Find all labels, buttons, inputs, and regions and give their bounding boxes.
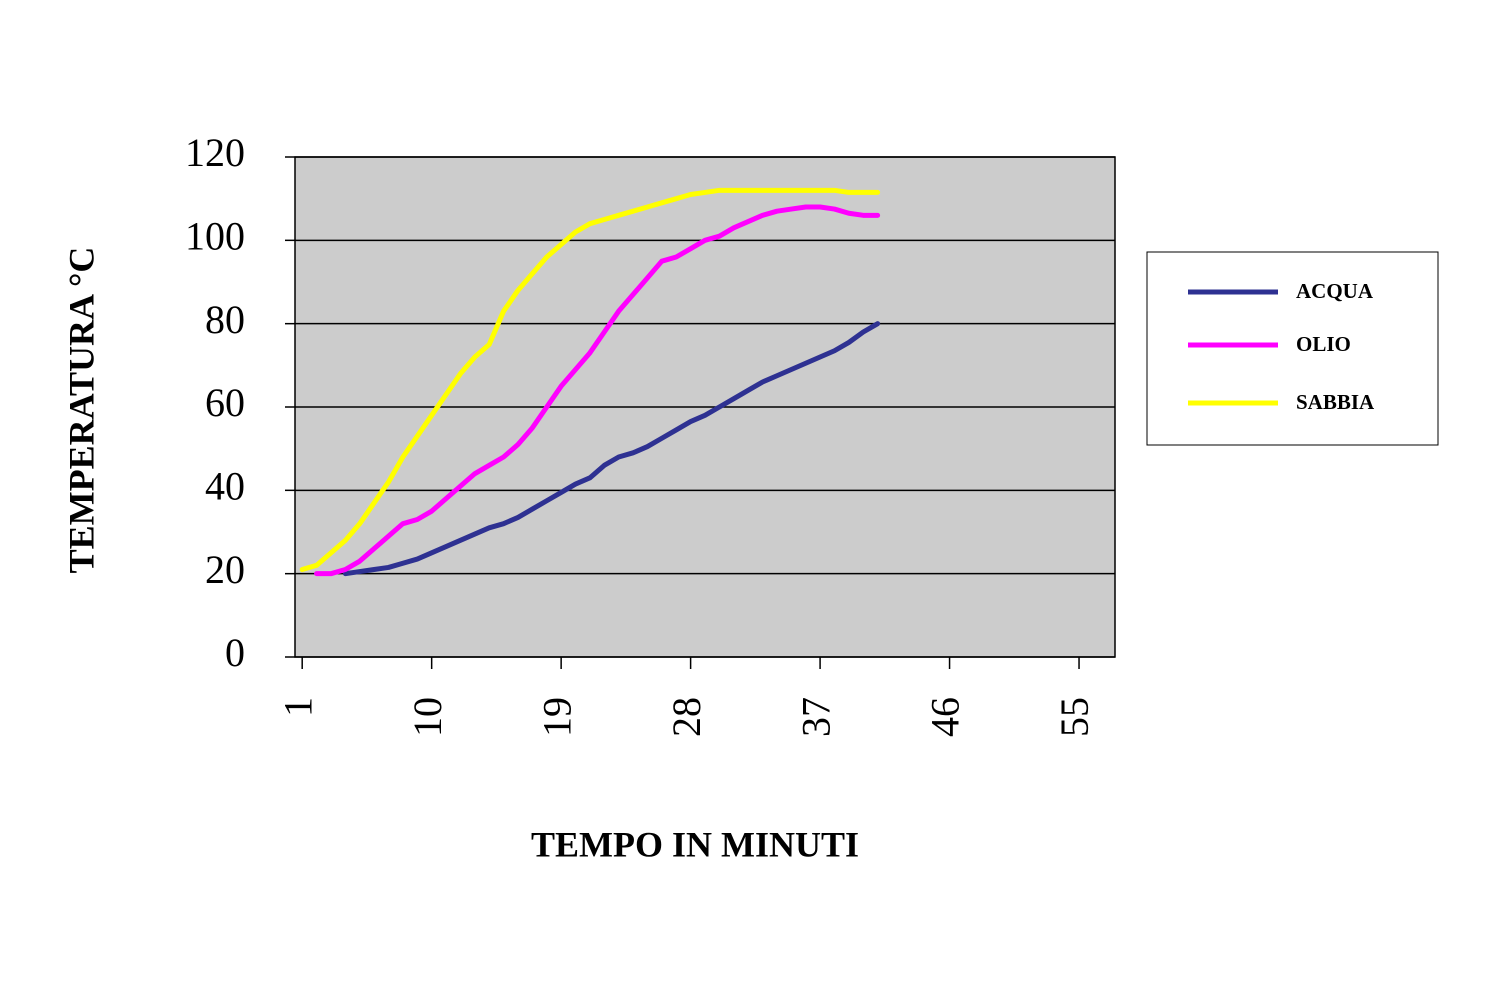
y-tick-label: 60 [205,380,245,425]
line-series [314,204,881,577]
y-tick-label: 40 [205,464,245,509]
y-tick-label: 100 [185,214,245,259]
legend-box [1146,251,1439,446]
y-tick-label: 0 [225,630,245,675]
legend-label: SABBIA [1296,390,1375,414]
y-tick-label: 20 [205,547,245,592]
x-tick-label: 10 [405,697,450,737]
y-tick-label: 120 [185,130,245,175]
x-tick-label: 19 [534,697,579,737]
y-axis-title: TEMPERATURA °C [61,247,101,574]
legend-label: OLIO [1296,332,1351,356]
line-series [299,187,881,572]
legend-label: ACQUA [1296,279,1374,303]
x-tick-label: 46 [923,697,968,737]
y-tick-label: 80 [205,297,245,342]
x-axis-title: TEMPO IN MINUTI [531,824,859,864]
x-tick-label: 1 [275,697,320,717]
line-series [342,321,881,577]
x-tick-label: 28 [664,697,709,737]
x-tick-label: 37 [793,697,838,737]
x-tick-label: 55 [1052,697,1097,737]
